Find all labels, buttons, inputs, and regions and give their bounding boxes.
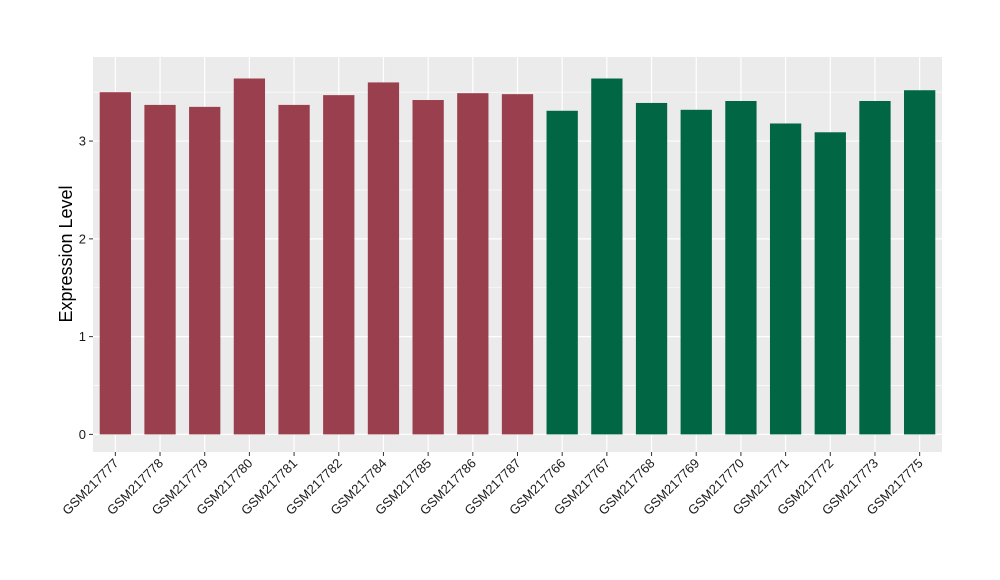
bar xyxy=(904,90,936,435)
bar xyxy=(546,110,578,435)
bar xyxy=(189,106,221,435)
y-axis-title: Expression Level xyxy=(56,185,76,322)
bar xyxy=(278,104,310,435)
bar xyxy=(725,100,757,435)
bar xyxy=(769,123,802,435)
y-tick-label: 2 xyxy=(79,231,86,246)
bar xyxy=(457,93,489,435)
bar xyxy=(412,100,444,435)
bar xyxy=(233,78,266,435)
bar xyxy=(99,92,131,435)
y-tick-label: 0 xyxy=(79,427,86,442)
y-tick-label: 1 xyxy=(79,329,86,344)
bar xyxy=(501,94,534,435)
bar xyxy=(814,132,846,435)
bars xyxy=(99,78,936,435)
bar xyxy=(635,102,668,435)
bar xyxy=(680,109,712,435)
y-axis: 0 1 2 3 xyxy=(79,134,93,442)
bar xyxy=(144,104,176,435)
bar xyxy=(367,82,400,435)
bar xyxy=(323,95,355,435)
bar xyxy=(859,100,891,435)
bar xyxy=(591,78,623,435)
y-tick-label: 3 xyxy=(79,134,86,149)
x-axis: GSM217777GSM217778GSM217779GSM217780GSM2… xyxy=(59,452,926,518)
